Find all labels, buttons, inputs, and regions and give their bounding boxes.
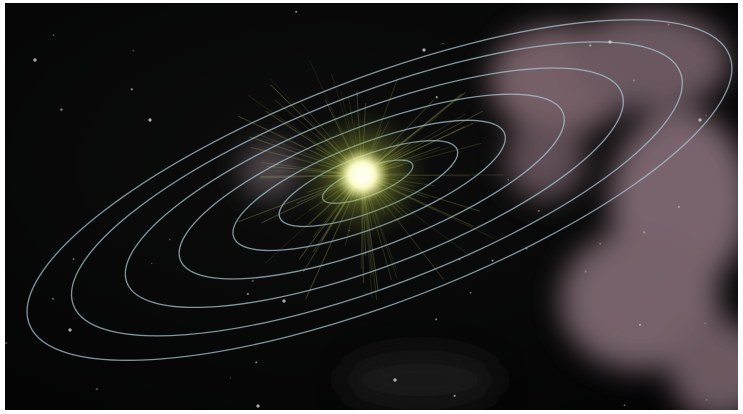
orbit [70, 41, 683, 337]
star [705, 399, 708, 401]
star [435, 318, 438, 321]
star [643, 231, 646, 234]
star [72, 258, 75, 261]
star [52, 34, 55, 37]
nebula-cloud [570, 10, 730, 110]
star [148, 118, 152, 122]
star [5, 342, 8, 345]
star [599, 242, 602, 245]
star [667, 23, 670, 26]
star [229, 377, 232, 379]
star [435, 96, 438, 99]
star [151, 262, 153, 265]
star [638, 323, 642, 326]
star [246, 292, 249, 296]
star [442, 43, 444, 45]
star [60, 108, 63, 111]
sun [347, 160, 377, 190]
star [68, 328, 72, 332]
star [132, 49, 135, 52]
star [491, 259, 494, 262]
star [584, 270, 587, 273]
star [623, 404, 626, 407]
star [525, 247, 528, 250]
star [507, 178, 510, 181]
star [677, 205, 681, 208]
star [255, 361, 258, 364]
nebula-cloud [670, 320, 738, 410]
star [698, 118, 702, 122]
nebula-cloud [560, 230, 720, 370]
star [403, 159, 406, 162]
star [608, 40, 612, 44]
star [589, 44, 592, 47]
star [356, 94, 359, 96]
star [705, 115, 707, 117]
star [130, 88, 133, 91]
star [51, 297, 54, 300]
nebula-cloud [340, 350, 500, 410]
star [348, 229, 351, 232]
star [282, 299, 286, 303]
star [537, 209, 540, 212]
star [95, 387, 98, 391]
star [458, 258, 461, 261]
star [33, 58, 37, 62]
star [704, 322, 706, 325]
star [393, 378, 397, 382]
star [251, 279, 254, 283]
star [469, 291, 472, 294]
star [169, 238, 171, 241]
nebula-cloud [505, 120, 585, 200]
stars [5, 10, 708, 408]
star [295, 10, 298, 13]
star [453, 394, 456, 397]
nebula [240, 10, 738, 410]
star [633, 79, 636, 82]
star [256, 404, 260, 408]
star [422, 48, 426, 52]
